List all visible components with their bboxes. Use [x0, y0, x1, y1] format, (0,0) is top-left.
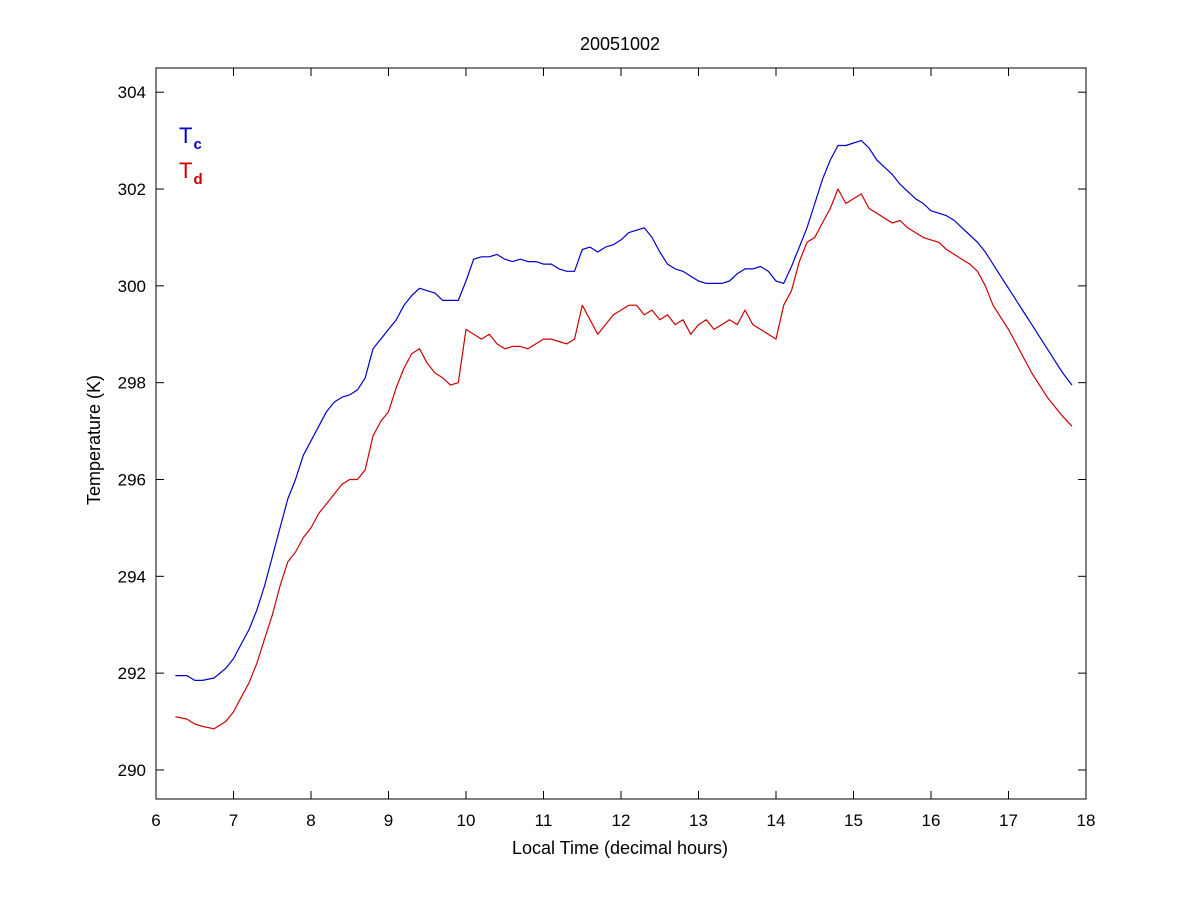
x-tick-label: 15 — [844, 811, 863, 830]
x-tick-label: 11 — [535, 811, 553, 830]
legend-item-tc: Tc — [179, 123, 202, 153]
x-tick-label: 16 — [922, 811, 941, 830]
series-line-td — [175, 188, 1073, 730]
x-tick-label: 6 — [151, 811, 160, 830]
y-tick-labels: 290 292 294 296 298 300 302 304 — [118, 83, 146, 780]
y-tick-label: 292 — [118, 664, 146, 683]
legend-td-main: T — [179, 158, 192, 183]
axis-ticks — [155, 68, 1087, 799]
x-tick-label: 7 — [229, 811, 238, 830]
y-axis-label: Temperature (K) — [84, 375, 104, 505]
legend: Tc Td — [179, 123, 203, 188]
legend-tc-main: T — [179, 123, 192, 148]
x-tick-label: 14 — [767, 811, 786, 830]
x-tick-label: 10 — [457, 811, 476, 830]
y-tick-label: 304 — [118, 83, 146, 102]
chart-title: 20051002 — [580, 34, 660, 54]
x-tick-label: 12 — [612, 811, 631, 830]
y-tick-label: 290 — [118, 761, 146, 780]
legend-item-td: Td — [179, 158, 203, 188]
y-tick-label: 298 — [118, 374, 146, 393]
series-lines — [175, 140, 1073, 730]
x-tick-label: 17 — [999, 811, 1018, 830]
x-tick-label: 18 — [1077, 811, 1096, 830]
y-tick-label: 294 — [118, 567, 146, 586]
x-tick-labels: 6 7 8 9 10 11 12 13 14 15 16 17 18 — [151, 811, 1095, 830]
plot-area — [155, 67, 1087, 800]
y-tick-label: 302 — [118, 180, 146, 199]
x-axis-label: Local Time (decimal hours) — [512, 838, 728, 858]
x-tick-label: 9 — [384, 811, 393, 830]
series-line-tc — [175, 140, 1073, 682]
y-tick-label: 300 — [118, 277, 146, 296]
legend-tc-sub: c — [193, 136, 201, 153]
y-tick-label: 296 — [118, 470, 146, 489]
x-tick-label: 13 — [689, 811, 708, 830]
legend-td-sub: d — [193, 171, 202, 188]
x-tick-label: 8 — [306, 811, 315, 830]
